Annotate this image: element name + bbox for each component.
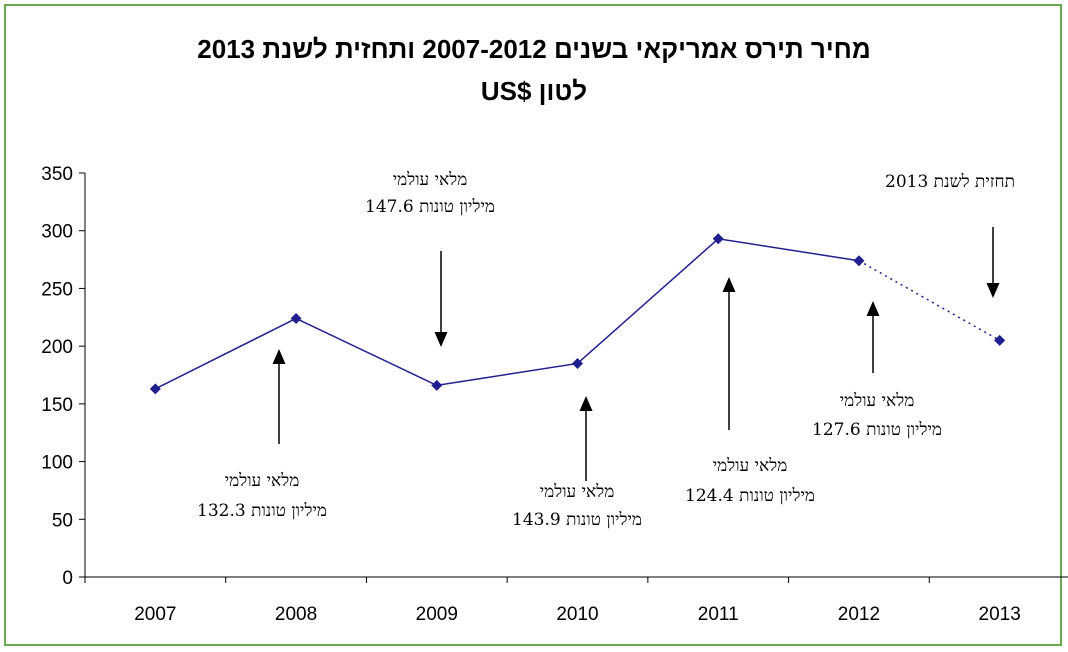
- y-tick-label: 300: [41, 222, 73, 243]
- data-point-2010: [572, 357, 583, 369]
- x-tick-label: 2010: [556, 604, 598, 625]
- x-tick-label: 2012: [838, 604, 880, 625]
- arrow-down-icon: [434, 332, 448, 347]
- arrow-up-icon: [866, 301, 880, 316]
- y-tick-label: 0: [62, 568, 73, 589]
- annotation-text: 132.3 מיליון טונות: [197, 501, 327, 521]
- data-point-2009: [431, 379, 443, 391]
- arrow-up-icon: [579, 396, 593, 411]
- y-tick-label: 200: [41, 337, 73, 358]
- data-point-2011: [712, 233, 724, 245]
- series-line-forecast: [858, 260, 1001, 342]
- x-tick-label: 2013: [979, 604, 1021, 625]
- data-point-2012: [853, 255, 865, 267]
- annotation-text: 143.9 מיליון טונות: [512, 510, 642, 530]
- annotation-text: מלאי עולמי: [225, 471, 300, 491]
- annotation-text: תחזית לשנת 2013: [885, 172, 1015, 192]
- annotation-text: מלאי עולמי: [393, 170, 468, 190]
- annotation-text: מלאי עולמי: [540, 482, 615, 502]
- arrow-up-icon: [272, 349, 286, 364]
- data-point-2013: [994, 334, 1006, 346]
- annotation-text: 147.6 מיליון טונות: [365, 197, 495, 217]
- y-tick-label: 150: [41, 395, 73, 416]
- y-tick-label: 350: [41, 164, 73, 185]
- data-point-2007: [149, 383, 161, 395]
- x-tick-label: 2008: [275, 604, 317, 625]
- chart-frame: [4, 4, 1062, 646]
- annotation-text: 127.6 מיליון טונות: [812, 420, 942, 440]
- x-tick-label: 2007: [134, 604, 176, 625]
- chart-title-line-1: מחיר תירס אמריקאי בשנים 2007-2012 ותחזית…: [197, 34, 871, 64]
- data-point-2008: [290, 312, 302, 324]
- x-tick-label: 2009: [416, 604, 458, 625]
- y-tick-label: 250: [41, 279, 73, 300]
- annotation-text: מלאי עולמי: [713, 456, 788, 476]
- series-line-actual: [155, 237, 860, 390]
- y-tick-label: 100: [41, 453, 73, 474]
- arrow-down-icon: [986, 283, 1000, 298]
- chart-title-line-2: US$ לטון: [481, 76, 587, 106]
- x-tick-label: 2011: [698, 604, 739, 625]
- y-tick-label: 50: [52, 510, 73, 531]
- arrow-up-icon: [722, 277, 736, 292]
- annotation-text: מלאי עולמי: [840, 391, 915, 411]
- annotation-text: 124.4 מיליון טונות: [685, 486, 815, 506]
